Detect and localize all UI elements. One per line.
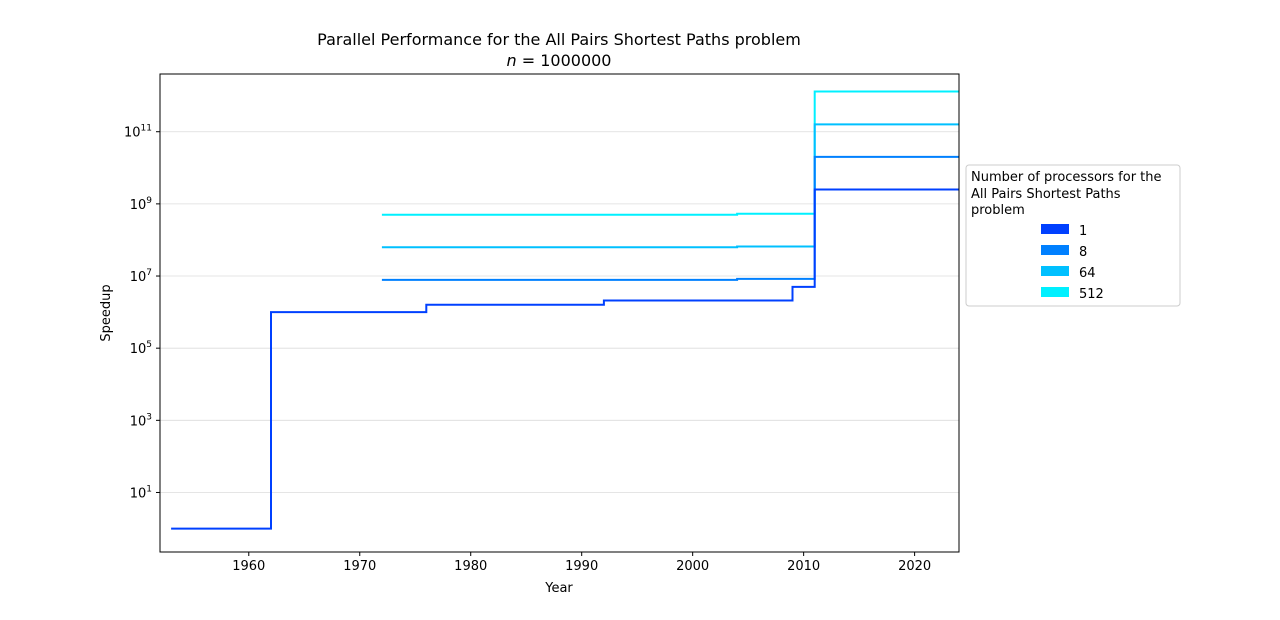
x-tick-label-4: 2000 <box>676 559 709 574</box>
series-line-8 <box>381 155 959 281</box>
y-tick-label-2: 105 <box>130 340 152 357</box>
legend-label-512: 512 <box>1079 287 1104 302</box>
y-axis-ticks: 101 103 105 107 109 1011 <box>124 124 160 501</box>
legend-frame <box>965 164 1181 307</box>
y-tick-label-3: 107 <box>130 268 152 285</box>
legend-swatch-1 <box>1041 224 1069 234</box>
x-tick-label-3: 1990 <box>565 559 598 574</box>
grid-lines <box>160 131 959 493</box>
series-line-64 <box>381 123 959 249</box>
legend-swatch-64 <box>1041 266 1069 276</box>
x-axis-ticks: 1960 1970 1980 1990 2000 2010 2020 <box>232 552 931 574</box>
x-axis-label: Year <box>544 581 573 596</box>
series-lines <box>171 90 959 530</box>
plot-area-frame <box>159 73 960 553</box>
y-axis-label: Speedup <box>99 284 114 341</box>
legend-title-line-3: problem <box>971 203 1025 218</box>
legend-swatch-512 <box>1041 287 1069 297</box>
series-line-512 <box>381 90 959 216</box>
x-tick-label-1: 1970 <box>343 559 376 574</box>
legend-title-line-2: All Pairs Shortest Paths <box>971 187 1121 202</box>
legend-label-64: 64 <box>1079 266 1096 281</box>
x-tick-label-2: 1980 <box>454 559 487 574</box>
legend-label-1: 1 <box>1079 224 1087 239</box>
legend-items: 1 8 64 512 <box>1041 224 1104 302</box>
legend: Number of processors for the All Pairs S… <box>965 164 1181 307</box>
legend-swatch-8 <box>1041 245 1069 255</box>
legend-title-line-1: Number of processors for the <box>971 170 1162 185</box>
y-tick-label-0: 101 <box>130 484 152 501</box>
x-tick-label-0: 1960 <box>232 559 265 574</box>
chart-title: Parallel Performance for the All Pairs S… <box>317 30 801 49</box>
legend-label-8: 8 <box>1079 245 1087 260</box>
series-line-1 <box>171 188 959 530</box>
y-tick-label-4: 109 <box>130 196 153 213</box>
y-tick-label-1: 103 <box>130 412 152 429</box>
x-tick-label-5: 2010 <box>787 559 820 574</box>
x-tick-label-6: 2020 <box>898 559 931 574</box>
y-tick-label-5: 1011 <box>124 124 152 141</box>
chart-subtitle: n = 1000000 <box>507 51 612 70</box>
